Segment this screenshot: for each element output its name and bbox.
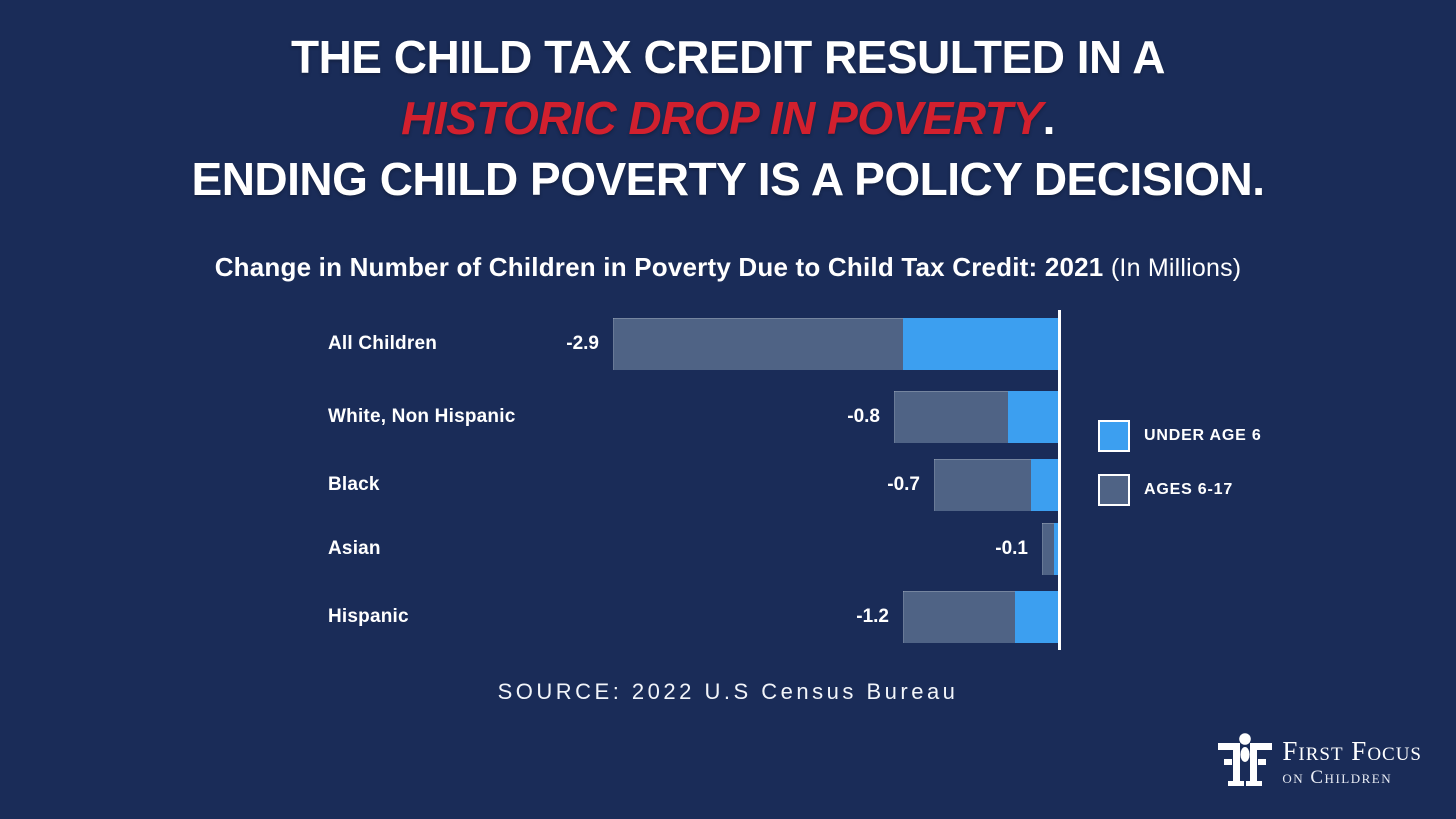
source-attribution: SOURCE: 2022 U.S Census Bureau xyxy=(497,679,959,704)
legend-label: AGES 6-17 xyxy=(1144,481,1234,498)
stacked-bar xyxy=(613,318,1058,370)
chart-row-hispanic: Hispanic -1.2 xyxy=(0,591,1456,643)
logo-tagline: on Children xyxy=(1282,766,1393,788)
value-label: -2.9 xyxy=(566,333,599,354)
chart-title-main: Change in Number of Children in Poverty … xyxy=(214,252,1104,282)
bar-segment-ages-6-17 xyxy=(613,318,903,370)
stacked-bar xyxy=(894,391,1058,443)
bar-segment-under-age-6 xyxy=(1008,391,1058,443)
zero-axis-line xyxy=(1058,310,1061,650)
legend-label: UNDER AGE 6 xyxy=(1144,427,1262,444)
stacked-bar xyxy=(1042,523,1058,575)
value-label: -0.1 xyxy=(995,538,1028,559)
first-focus-children-icon xyxy=(1218,733,1273,786)
legend-swatch-ages-6-17 xyxy=(1098,474,1130,506)
legend-item-ages-6-17: AGES 6-17 xyxy=(1098,474,1262,506)
chart-title: Change in Number of Children in Poverty … xyxy=(0,252,1456,283)
bar-segment-under-age-6 xyxy=(903,318,1058,370)
bar-segment-under-age-6 xyxy=(1054,523,1058,575)
headline-period: . xyxy=(1042,92,1056,144)
headline-line-2: HISTORIC DROP IN POVERTY. xyxy=(0,88,1456,149)
value-label: -0.8 xyxy=(847,406,880,427)
category-label: All Children xyxy=(328,333,438,354)
legend: UNDER AGE 6 AGES 6-17 xyxy=(1098,420,1262,528)
category-label: Hispanic xyxy=(328,606,409,627)
chart-row-asian: Asian -0.1 xyxy=(0,523,1456,575)
bar-segment-under-age-6 xyxy=(1031,459,1058,511)
headline-line-1: THE CHILD TAX CREDIT RESULTED IN A xyxy=(290,31,1166,83)
bar-segment-ages-6-17 xyxy=(894,391,1008,443)
bar-segment-under-age-6 xyxy=(1015,591,1058,643)
chart-row-black: Black -0.7 xyxy=(0,459,1456,511)
category-label: White, Non Hispanic xyxy=(328,406,516,427)
value-label: -0.7 xyxy=(887,474,920,495)
logo-name: First Focus xyxy=(1282,735,1422,766)
headline-line-3: ENDING CHILD POVERTY IS A POLICY DECISIO… xyxy=(191,153,1265,205)
legend-item-under-age-6: UNDER AGE 6 xyxy=(1098,420,1262,452)
headline: THE CHILD TAX CREDIT RESULTED IN A HISTO… xyxy=(0,27,1456,210)
headline-red-phrase: HISTORIC DROP IN POVERTY xyxy=(401,92,1043,144)
stacked-bar xyxy=(934,459,1058,511)
chart-row-white-non-hispanic: White, Non Hispanic -0.8 xyxy=(0,391,1456,443)
chart-units-note: (In Millions) xyxy=(1110,254,1242,282)
bar-segment-ages-6-17 xyxy=(1042,523,1054,575)
bar-segment-ages-6-17 xyxy=(934,459,1031,511)
value-label: -1.2 xyxy=(856,606,889,627)
category-label: Black xyxy=(328,474,380,495)
first-focus-logo: First Focus on Children xyxy=(1218,731,1422,793)
chart-row-all-children: All Children -2.9 xyxy=(0,318,1456,370)
stacked-bar xyxy=(903,591,1058,643)
bar-segment-ages-6-17 xyxy=(903,591,1015,643)
legend-swatch-under-age-6 xyxy=(1098,420,1130,452)
category-label: Asian xyxy=(328,538,381,559)
logo-text: First Focus on Children xyxy=(1282,735,1422,788)
